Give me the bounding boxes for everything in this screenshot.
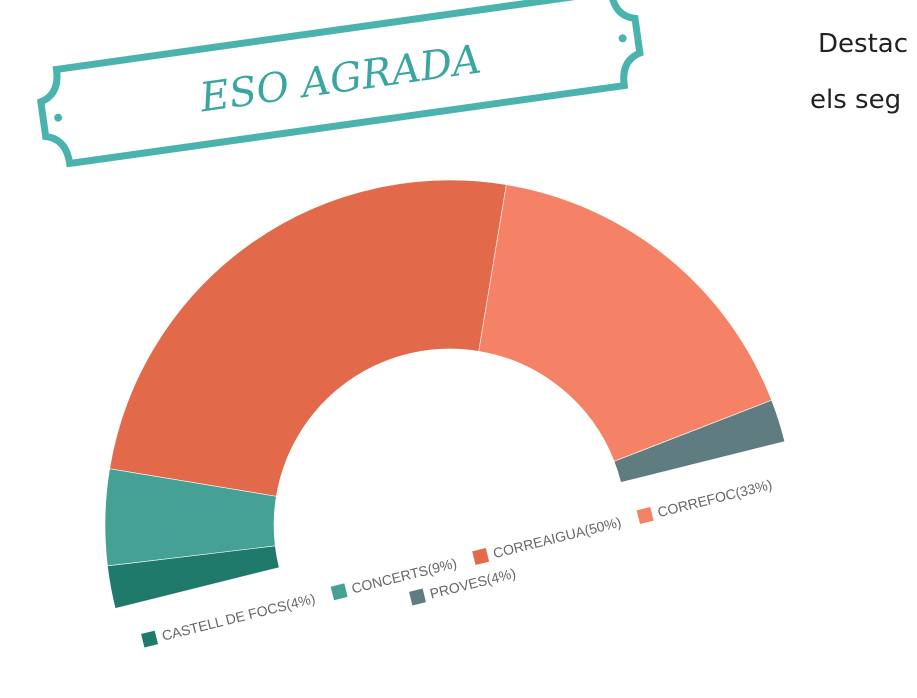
annotation: els seg <box>810 85 901 115</box>
legend-label: CORREFOC(33%) <box>656 476 774 520</box>
legend-name: CORREFOC <box>656 485 738 520</box>
title-banner: ESO AGRADA <box>36 0 644 168</box>
legend-value: (4%) <box>284 590 317 613</box>
legend-name: PROVES <box>428 572 488 602</box>
banner-frame <box>36 0 644 168</box>
plot: CASTELL DE FOCS(4%)CONCERTS(9%)CORREAIGU… <box>104 179 786 648</box>
legend-value: (50%) <box>583 514 623 539</box>
legend-swatch <box>636 507 654 524</box>
legend-label: CORREAIGUA(50%) <box>491 514 622 561</box>
pie-slice <box>478 184 773 462</box>
pie-slice <box>613 399 786 483</box>
banner-dot <box>618 34 627 43</box>
legend-value: (9%) <box>426 555 459 578</box>
banner-dot <box>54 113 63 122</box>
pie-slice <box>109 179 507 497</box>
legend-swatch <box>141 630 159 648</box>
legend-name: CORREAIGUA <box>491 523 587 561</box>
legend-swatch <box>472 548 490 565</box>
legend-label: CASTELL DE FOCS(4%) <box>160 590 317 644</box>
legend-name: CASTELL DE FOCS <box>160 597 288 643</box>
legend-swatch <box>330 583 348 601</box>
annotation: Destac <box>818 29 908 59</box>
legend-value: (33%) <box>734 476 774 501</box>
legend-value: (4%) <box>485 565 518 588</box>
legend-swatch <box>409 588 426 606</box>
